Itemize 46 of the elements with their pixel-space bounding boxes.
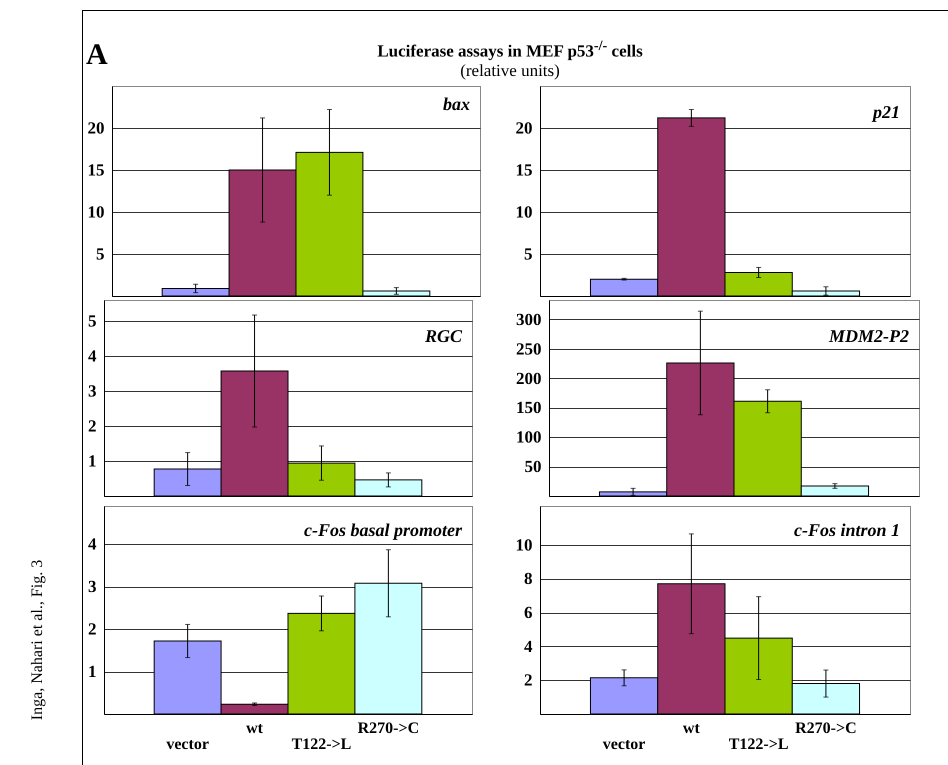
- y-tick-label: 4: [88, 534, 97, 554]
- y-tick-label: 10: [516, 535, 532, 554]
- y-tick-label: 4: [524, 636, 533, 656]
- y-tick-label: 3: [88, 577, 96, 596]
- y-tick-label: 2: [88, 416, 96, 436]
- y-tick-label: 200: [516, 368, 542, 388]
- y-tick-label: 4: [88, 346, 97, 366]
- x-tick-label: vector: [166, 736, 209, 753]
- y-tick-label: 20: [88, 118, 104, 138]
- x-tick-label: R270->C: [795, 720, 857, 737]
- y-tick-label: 10: [88, 202, 104, 222]
- y-tick-label: 10: [516, 202, 532, 222]
- text: p21: [871, 102, 900, 122]
- y-tick-label: 50: [524, 457, 542, 476]
- y-tick-label: 1: [88, 452, 96, 470]
- y-tick-label: 300: [516, 310, 542, 329]
- text: c-Fos intron 1: [794, 520, 900, 540]
- text: MDM2-P2: [828, 326, 909, 346]
- y-tick-label: 100: [516, 428, 542, 447]
- x-tick-label: wt: [246, 720, 264, 737]
- x-tick-label: R270->C: [358, 720, 420, 737]
- x-tick-label: T122->L: [292, 736, 352, 753]
- text: c-Fos basal promoter: [304, 520, 463, 540]
- y-tick-label: 6: [524, 603, 532, 622]
- y-tick-label: 2: [88, 620, 96, 639]
- text: (relative units): [460, 61, 560, 81]
- chart-title: bax: [443, 94, 470, 114]
- text: A: [86, 38, 108, 72]
- y-tick-label: 5: [96, 244, 104, 264]
- y-tick-label: 15: [88, 160, 104, 180]
- x-tick-label: wt: [682, 720, 700, 737]
- y-tick-label: 5: [88, 312, 96, 330]
- y-tick-label: 3: [88, 382, 96, 400]
- x-tick-label: T122->L: [728, 736, 789, 753]
- y-tick-label: 250: [516, 339, 542, 358]
- x-tick-label: vector: [602, 736, 646, 753]
- text: Luciferase assays in MEF p53$^{-/-}$ cells: [377, 38, 643, 62]
- y-tick-label: 150: [516, 398, 542, 418]
- y-tick-label: 15: [516, 160, 532, 180]
- y-tick-label: 8: [524, 569, 532, 588]
- text: Inga, Nahari et al., Fig. 3: [29, 560, 47, 720]
- y-tick-label: 20: [516, 118, 532, 138]
- text: RGC: [424, 326, 463, 346]
- y-tick-label: 1: [88, 662, 96, 682]
- y-tick-label: 5: [524, 244, 532, 264]
- y-tick-label: 2: [524, 670, 532, 690]
